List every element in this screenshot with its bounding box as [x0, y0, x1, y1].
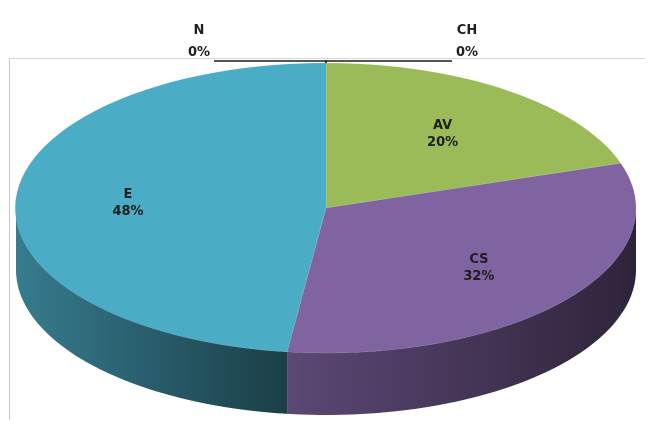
pie-labels: AV 20% CS 32% E 48% N 0% CH 0%	[112, 23, 494, 284]
pie-slice-e	[14, 62, 327, 353]
slice-value-e: 48%	[112, 204, 143, 219]
pie-slice-cs	[286, 162, 637, 354]
slice-value-n: 0%	[188, 45, 210, 60]
slice-label-ch: CH	[457, 23, 477, 38]
pie-tops	[14, 62, 637, 354]
leader-line-n	[214, 60, 327, 63]
pie-side-cs	[287, 208, 636, 415]
slice-label-av: AV	[433, 118, 452, 133]
slice-label-e: E	[124, 187, 133, 202]
slice-label-cs: CS	[469, 252, 488, 267]
plot-frame	[9, 58, 645, 420]
pie-sides	[16, 208, 636, 415]
pie-side-e	[16, 208, 288, 414]
pie-slice-av	[325, 62, 622, 209]
slice-label-n: N	[194, 23, 205, 38]
slice-value-av: 20%	[427, 135, 458, 150]
leader-line-ch	[325, 60, 452, 63]
slice-value-ch: 0%	[456, 45, 478, 60]
slice-value-cs: 32%	[463, 269, 494, 284]
